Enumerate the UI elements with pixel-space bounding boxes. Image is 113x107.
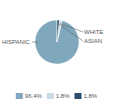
legend: 96.4% 1.8% 1.8% bbox=[16, 93, 98, 99]
legend-item: 1.8% bbox=[47, 93, 70, 99]
chart: HISPANIC WHITE ASIAN 96.4% 1.8% 1.8% bbox=[0, 0, 113, 107]
leader-lines bbox=[32, 23, 83, 42]
pie-slice bbox=[35, 20, 79, 64]
slice-label: ASIAN bbox=[84, 38, 102, 44]
legend-item: 96.4% bbox=[16, 93, 43, 99]
legend-label: 96.4% bbox=[25, 93, 43, 99]
legend-label: 1.8% bbox=[56, 93, 70, 99]
legend-swatch bbox=[47, 93, 54, 99]
slice-label: HISPANIC bbox=[2, 39, 31, 45]
legend-label: 1.8% bbox=[84, 93, 98, 99]
legend-swatch bbox=[75, 93, 82, 99]
leader-line bbox=[58, 23, 83, 41]
leader-line bbox=[60, 24, 83, 32]
slices bbox=[35, 20, 79, 64]
pie-slice bbox=[57, 20, 62, 42]
slice-labels: HISPANIC WHITE ASIAN bbox=[2, 29, 103, 45]
legend-item: 1.8% bbox=[75, 93, 98, 99]
legend-swatch bbox=[16, 93, 23, 99]
leader-line bbox=[32, 42, 38, 43]
slice-label: WHITE bbox=[84, 29, 103, 35]
